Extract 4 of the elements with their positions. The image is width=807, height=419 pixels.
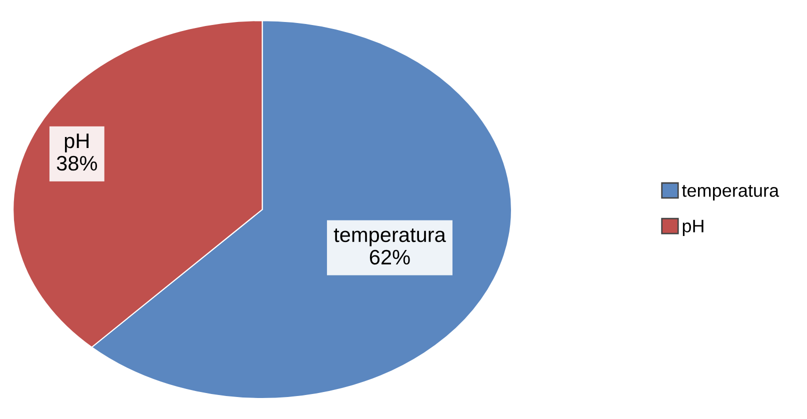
legend-label: pH [682, 220, 704, 236]
data-label: pH 38% [56, 134, 98, 171]
data-label: temperatura 62% [334, 228, 446, 265]
legend-label: temperatura [682, 185, 780, 200]
